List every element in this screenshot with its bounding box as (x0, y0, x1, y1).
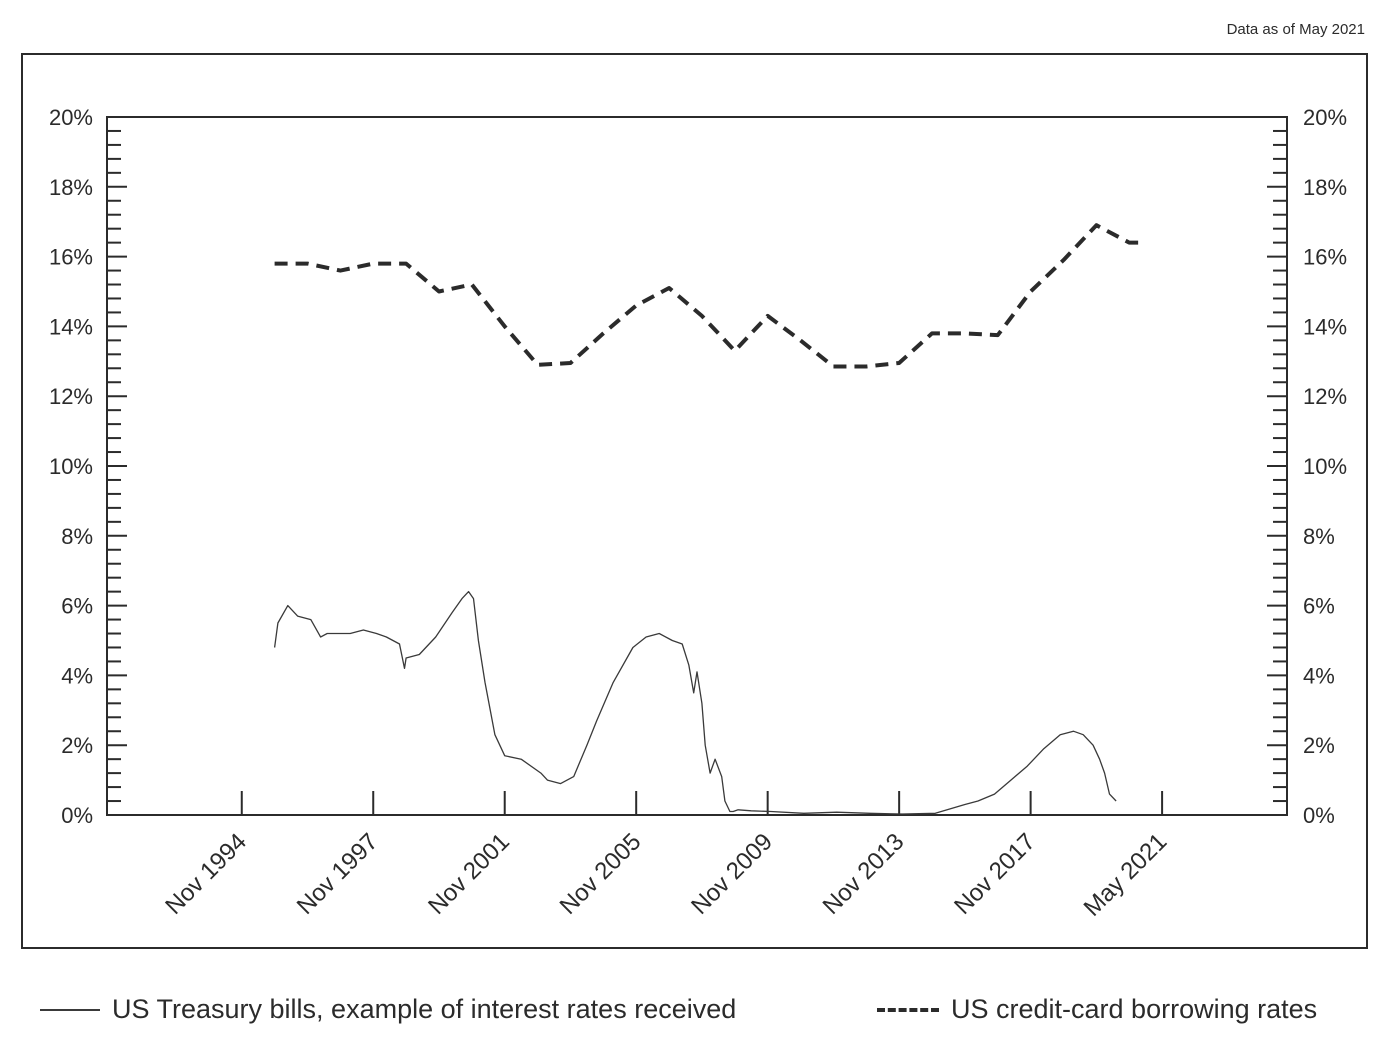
credit-card-rate-line (274, 223, 1146, 369)
x-tick-label: Nov 2005 (555, 828, 647, 920)
legend-label-treasury: US Treasury bills, example of interest r… (112, 994, 737, 1024)
x-tick-label: Nov 2013 (818, 828, 910, 920)
y-tick-label-right: 6% (1303, 594, 1335, 619)
y-tick-label-right: 0% (1303, 803, 1335, 828)
chart-frame (21, 53, 1368, 949)
y-tick-label-right: 16% (1303, 245, 1347, 270)
y-tick-label-left: 12% (49, 384, 93, 409)
y-tick-label-left: 2% (61, 733, 93, 758)
y-tick-label-left: 10% (49, 454, 93, 479)
axis-ticks (107, 116, 1287, 816)
series-lines (273, 223, 1146, 815)
y-tick-label-right: 10% (1303, 454, 1347, 479)
y-tick-label-right: 18% (1303, 175, 1347, 200)
y-tick-label-right: 20% (1303, 105, 1347, 130)
dashed-line-swatch (877, 1007, 939, 1012)
y-tick-label-right: 4% (1303, 663, 1335, 688)
y-tick-label-right: 14% (1303, 314, 1347, 339)
plot-area (106, 116, 1288, 816)
x-tick-label: Nov 1994 (160, 828, 252, 920)
y-tick-label-left: 20% (49, 105, 93, 130)
data-as-of-note: Data as of May 2021 (1226, 21, 1365, 38)
x-tick-label: Nov 2017 (949, 828, 1041, 920)
legend-label-credit-card: US credit-card borrowing rates (951, 994, 1318, 1024)
y-tick-label-right: 2% (1303, 733, 1335, 758)
y-tick-label-left: 16% (49, 245, 93, 270)
treasury-bill-rate-line (273, 590, 1117, 815)
y-tick-label-left: 18% (49, 175, 93, 200)
axis-labels: 0% 0% 2% 2% 4% 4% 6% 6% 8% 8% 10% 10% 12% 12% 14% 14% 16… (49, 105, 1347, 922)
solid-line-swatch (40, 1008, 100, 1011)
y-tick-label-left: 0% (61, 803, 93, 828)
y-tick-label-right: 8% (1303, 524, 1335, 549)
y-tick-label-left: 4% (61, 663, 93, 688)
y-tick-label-left: 8% (61, 524, 93, 549)
x-tick-label: Nov 2001 (423, 828, 515, 920)
x-tick-label: May 2021 (1079, 828, 1173, 922)
y-tick-label-left: 14% (49, 314, 93, 339)
x-tick-label: Nov 1997 (292, 828, 384, 920)
y-tick-label-left: 6% (61, 594, 93, 619)
x-tick-label: Nov 2009 (686, 828, 778, 920)
legend-entry-credit-card: US credit-card borrowing rates (877, 994, 1317, 1025)
y-tick-label-right: 12% (1303, 384, 1347, 409)
legend-entry-treasury: US Treasury bills, example of interest r… (40, 994, 736, 1025)
